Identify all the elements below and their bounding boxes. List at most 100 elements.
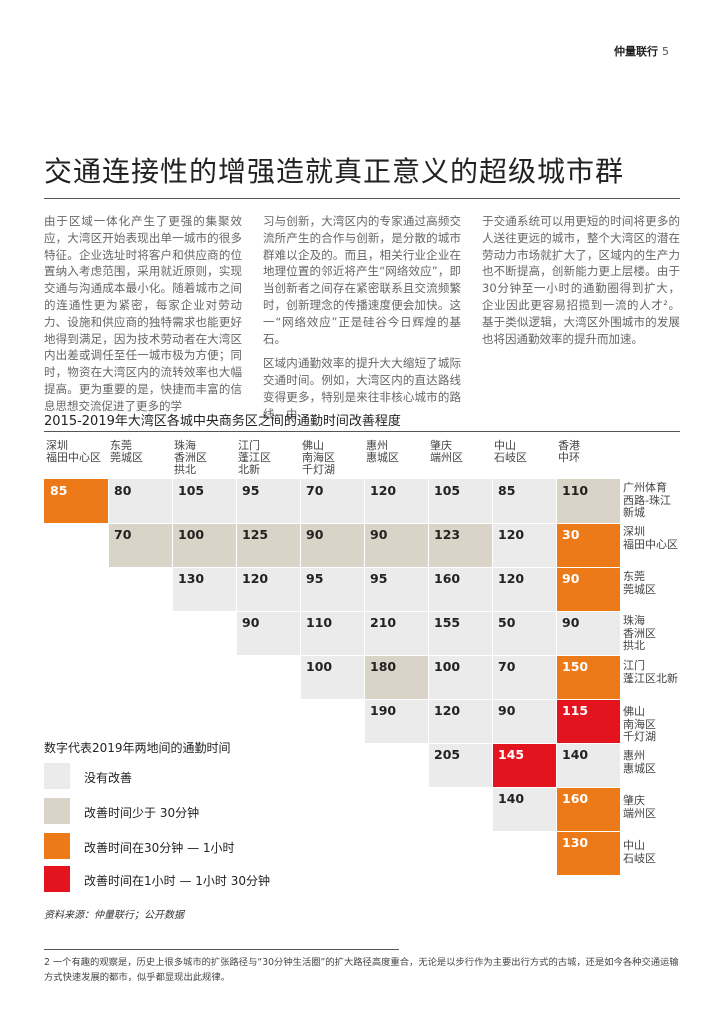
- matrix-cell: 190: [364, 699, 428, 743]
- grid-line: [172, 479, 173, 611]
- column-header: 江门 蓬江区 北新: [238, 439, 271, 476]
- matrix-cell: 100: [428, 655, 492, 699]
- matrix-cell: 155: [428, 611, 492, 655]
- paragraph: 于交通系统可以用更短的时间将更多的人送往更远的城市，整个大湾区的潜在劳动力市场就…: [482, 214, 680, 346]
- matrix-cell: 140: [556, 743, 620, 787]
- matrix-cell: 160: [556, 787, 620, 831]
- matrix-cell: 140: [492, 787, 556, 831]
- column-header: 珠海 香洲区 拱北: [174, 439, 207, 476]
- column-header: 肇庆 端州区: [430, 439, 463, 464]
- page-number: 5: [662, 45, 669, 58]
- grid-line: [364, 699, 620, 700]
- matrix-cell: 125: [236, 523, 300, 567]
- grid-line: [172, 567, 620, 568]
- matrix-cell: 120: [364, 479, 428, 523]
- matrix-cell: 180: [364, 655, 428, 699]
- paragraph: 由于区域一体化产生了更强的集聚效应，大湾区开始表现出单一城市的很多特征。企业选址…: [44, 214, 242, 413]
- row-header: 深圳 福田中心区: [623, 525, 678, 551]
- grid-line: [108, 523, 620, 524]
- matrix-cell: 90: [300, 523, 364, 567]
- grid-line: [236, 611, 620, 612]
- legend-title: 数字代表2019年两地间的通勤时间: [44, 741, 231, 755]
- matrix-cell: 90: [556, 567, 620, 611]
- column-header: 东莞 莞城区: [110, 439, 143, 464]
- legend-swatch: [44, 866, 70, 892]
- matrix-cell: 120: [428, 699, 492, 743]
- row-header: 广州体育 西路-珠江 新城: [623, 481, 671, 519]
- matrix-cell: 150: [556, 655, 620, 699]
- matrix-cell: 90: [492, 699, 556, 743]
- matrix-cell: 205: [428, 743, 492, 787]
- grid-line: [428, 743, 620, 744]
- matrix-cell: 115: [556, 699, 620, 743]
- matrix-cell: 70: [108, 523, 172, 567]
- matrix-cell: 30: [556, 523, 620, 567]
- matrix-cell: 85: [44, 479, 108, 523]
- page-title: 交通连接性的增强造就真正意义的超级城市群: [44, 155, 625, 188]
- paragraph: 区域内通勤效率的提升大大缩短了城际交通时间。例如，大湾区内的直达路线变得更多，特…: [263, 356, 461, 421]
- legend-swatch: [44, 798, 70, 824]
- matrix-cell: 105: [172, 479, 236, 523]
- matrix-cell: 100: [172, 523, 236, 567]
- matrix-cell: 70: [492, 655, 556, 699]
- row-header: 惠州 惠城区: [623, 749, 656, 775]
- body-column-3: 于交通系统可以用更短的时间将更多的人送往更远的城市，整个大湾区的潜在劳动力市场就…: [482, 213, 680, 355]
- matrix-cell: 95: [364, 567, 428, 611]
- matrix-cell: 90: [556, 611, 620, 655]
- matrix-cell: 145: [492, 743, 556, 787]
- legend-label: 改善时间少于 30分钟: [84, 806, 200, 820]
- legend-label: 改善时间在30分钟 — 1小时: [84, 841, 235, 855]
- matrix-cell: 130: [172, 567, 236, 611]
- row-header: 中山 石岐区: [623, 839, 656, 865]
- matrix-cell: 120: [236, 567, 300, 611]
- column-header: 佛山 南海区 千灯湖: [302, 439, 335, 476]
- column-header: 深圳 福田中心区: [46, 439, 101, 464]
- row-header: 肇庆 端州区: [623, 794, 656, 820]
- matrix-cell: 110: [300, 611, 364, 655]
- page-header: 仲量联行 5: [614, 43, 669, 59]
- matrix-cell: 210: [364, 611, 428, 655]
- brand-name: 仲量联行: [614, 45, 658, 58]
- chart-title-rule: [44, 431, 680, 432]
- body-column-2: 习与创新，大湾区内的专家通过高频交流所产生的合作与创新，是分散的城市群难以企及的…: [263, 213, 461, 431]
- matrix-cell: 50: [492, 611, 556, 655]
- matrix-cell: 90: [236, 611, 300, 655]
- grid-line: [492, 787, 620, 788]
- legend-swatch: [44, 763, 70, 789]
- grid-line: [556, 831, 620, 832]
- footnote-rule: [44, 949, 399, 950]
- chart-title: 2015-2019年大湾区各城中央商务区之间的通勤时间改善程度: [44, 414, 401, 429]
- legend-swatch: [44, 833, 70, 859]
- matrix-cell: 70: [300, 479, 364, 523]
- matrix-cell: 130: [556, 831, 620, 875]
- row-header: 佛山 南海区 千灯湖: [623, 705, 656, 743]
- grid-line: [300, 655, 620, 656]
- title-underline: [44, 198, 680, 199]
- body-column-1: 由于区域一体化产生了更强的集聚效应，大湾区开始表现出单一城市的很多特征。企业选址…: [44, 213, 242, 423]
- matrix-cell: 160: [428, 567, 492, 611]
- matrix-cell: 100: [300, 655, 364, 699]
- column-header: 中山 石岐区: [494, 439, 527, 464]
- row-header: 珠海 香洲区 拱北: [623, 614, 656, 652]
- matrix-cell: 80: [108, 479, 172, 523]
- matrix-cell: 120: [492, 567, 556, 611]
- legend-label: 改善时间在1小时 — 1小时 30分钟: [84, 874, 270, 888]
- legend-label: 没有改善: [84, 771, 133, 785]
- footnote: 2 一个有趣的观察是，历史上很多城市的扩张路径与“30分钟生活圈”的扩大路径高度…: [44, 957, 679, 983]
- row-header: 江门 蓬江区北新: [623, 659, 678, 685]
- matrix-cell: 105: [428, 479, 492, 523]
- matrix-cell: 90: [364, 523, 428, 567]
- matrix-cell: 123: [428, 523, 492, 567]
- row-header: 东莞 莞城区: [623, 570, 656, 596]
- paragraph: 习与创新，大湾区内的专家通过高频交流所产生的合作与创新，是分散的城市群难以企及的…: [263, 214, 461, 346]
- matrix-cell: 120: [492, 523, 556, 567]
- grid-line: [428, 479, 429, 787]
- grid-line: [556, 479, 557, 875]
- matrix-cell: 85: [492, 479, 556, 523]
- column-header: 惠州 惠城区: [366, 439, 399, 464]
- matrix-cell: 110: [556, 479, 620, 523]
- source-note: 资料来源：仲量联行；公开数据: [44, 910, 184, 921]
- matrix-cell: 95: [236, 479, 300, 523]
- grid-line: [300, 479, 301, 699]
- matrix-cell: 95: [300, 567, 364, 611]
